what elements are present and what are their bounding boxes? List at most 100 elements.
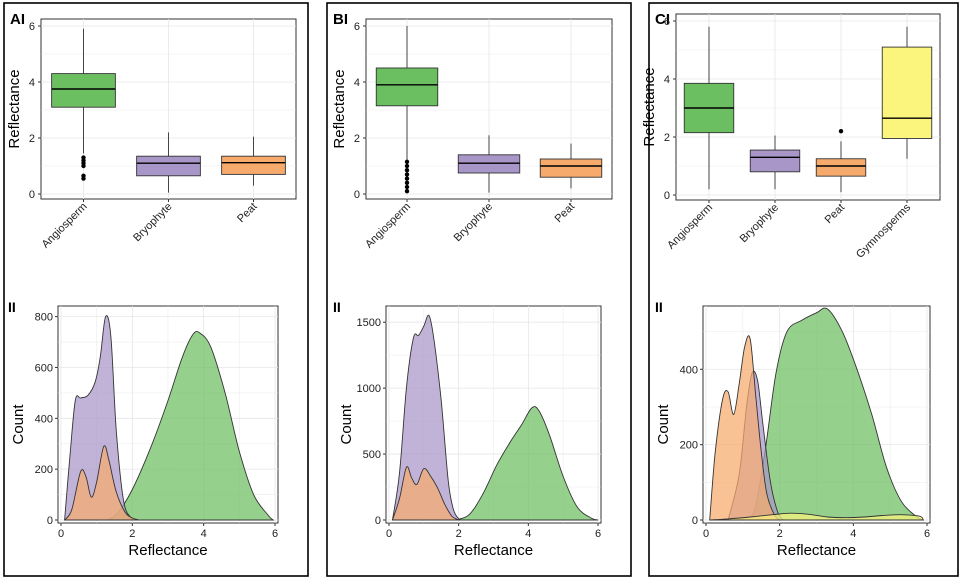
- y-tick-label: 2: [354, 133, 360, 145]
- x-tick-label: Angiosperm: [363, 201, 413, 251]
- outlier-point: [404, 180, 410, 185]
- outlier-point: [404, 172, 410, 177]
- outlier-point: [404, 176, 410, 181]
- panel-frame: [3, 2, 309, 577]
- y-tick-label: 400: [35, 413, 53, 425]
- panel-ci: CI II 0 2 4 6 Angiosperm Bryophyte Peat Gymnosper…: [641, 2, 959, 577]
- y-axis-title: Reflectance: [331, 69, 348, 148]
- x-tick-label: Bryophyte: [738, 202, 782, 246]
- x-tick-label: Bryophyte: [452, 201, 496, 245]
- box-body: [51, 73, 116, 108]
- x-axis-title: Reflectance: [128, 542, 207, 559]
- y-tick-label: 800: [35, 312, 53, 324]
- y-tick-label: 0: [692, 515, 698, 527]
- y-tick-label: 200: [680, 440, 698, 452]
- density-area-peat: [391, 466, 461, 521]
- x-tick-label: 6: [595, 528, 601, 540]
- outlier-point: [404, 189, 410, 194]
- box-body: [457, 154, 521, 174]
- y-tick-label: 200: [35, 464, 53, 476]
- density-plot: 0 2 4 6 0 500 1000 1500 Reflectance Count: [338, 305, 602, 559]
- density-area-angiosperm: [741, 307, 924, 521]
- y-axis-title: Count: [10, 404, 27, 445]
- x-tick-label: 0: [703, 528, 709, 540]
- x-tick-label: 6: [272, 528, 278, 540]
- density-area-bryophyte: [64, 315, 137, 521]
- density-area-gymnosperms: [709, 512, 925, 521]
- density-plot: 0 2 4 6 0 200 400 600 800 Reflectance Count: [10, 305, 279, 559]
- y-tick-label: 4: [29, 77, 35, 89]
- box-body: [815, 158, 867, 177]
- y-tick-label: 0: [664, 190, 670, 202]
- y-tick-label: 0: [354, 189, 360, 201]
- y-tick-label: 1000: [357, 383, 381, 395]
- x-tick-label: Angiosperm: [40, 201, 90, 251]
- box-bryophyte: [749, 135, 801, 190]
- box-plot: 0 2 4 6 Angiosperm Bryophyte Peat Reflectance: [331, 18, 613, 251]
- density-area-peat: [63, 445, 140, 521]
- y-tick-label: 4: [664, 74, 670, 86]
- x-tick-label: 0: [58, 528, 64, 540]
- box-body: [749, 149, 801, 173]
- box-body: [881, 46, 933, 139]
- box-peat: [539, 143, 603, 189]
- panel-ai: AI II 0 2 4 6 Angiosperm Bryophyte Peat Reflectan…: [3, 2, 309, 577]
- x-tick-label: Bryophyte: [131, 201, 175, 245]
- box-peat: [815, 129, 867, 193]
- density-area-peat: [709, 335, 781, 521]
- x-tick-label: Peat: [235, 201, 259, 225]
- panel-frame: [326, 2, 632, 577]
- y-tick-label: 2: [29, 133, 35, 145]
- x-tick-label: 4: [850, 528, 856, 540]
- panel-label: CI: [655, 11, 670, 28]
- x-tick-label: Peat: [823, 202, 847, 226]
- x-tick-label: 4: [201, 528, 207, 540]
- panel-label: BI: [333, 11, 348, 28]
- box-body: [539, 158, 603, 178]
- x-axis-title: Reflectance: [454, 542, 533, 559]
- box-bryophyte: [136, 132, 201, 193]
- y-tick-label: 6: [664, 16, 670, 28]
- y-tick-label: 4: [354, 77, 360, 89]
- y-tick-label: 1500: [357, 317, 381, 329]
- x-axis-title: Reflectance: [777, 542, 856, 559]
- y-tick-label: 0: [47, 515, 53, 527]
- y-axis-title: Reflectance: [641, 67, 658, 146]
- outlier-point: [404, 184, 410, 190]
- box-body: [136, 155, 201, 177]
- sub-panel-label: II: [333, 299, 341, 315]
- sub-panel-label: II: [8, 299, 16, 315]
- box-body: [221, 155, 286, 175]
- box-angiosperm: [375, 26, 439, 194]
- box-angiosperm: [683, 26, 735, 190]
- y-tick-label: 2: [664, 132, 670, 144]
- density-area-bryophyte: [391, 314, 463, 521]
- y-axis-title: Count: [338, 404, 355, 445]
- x-tick-label: Angiosperm: [665, 202, 715, 252]
- y-tick-label: 6: [354, 21, 360, 33]
- box-plot: 0 2 4 6 Angiosperm Bryophyte Peat Gymnosperms Re…: [641, 13, 941, 261]
- outlier-point: [81, 155, 86, 160]
- panel-frame: [648, 2, 959, 577]
- y-axis-title: Reflectance: [6, 69, 23, 148]
- density-area-angiosperm: [106, 331, 275, 521]
- box-plot: 0 2 4 6 Angiosperm Bryophyte Peat Reflectance: [6, 18, 297, 251]
- outlier-point: [404, 159, 410, 164]
- panel-bi: BI II 0 2 4 6 Angiosperm Bryophyte Peat Reflectan…: [326, 2, 632, 577]
- x-tick-label: Peat: [553, 201, 577, 225]
- x-tick-label: 2: [777, 528, 783, 540]
- box-bryophyte: [457, 135, 521, 193]
- box-body: [375, 67, 439, 107]
- sub-panel-label: II: [655, 299, 663, 315]
- density-area-angiosperm: [455, 406, 599, 521]
- y-tick-label: 400: [680, 364, 698, 376]
- box-angiosperm: [51, 28, 116, 181]
- x-tick-label: 6: [924, 528, 930, 540]
- x-tick-label: 2: [129, 528, 135, 540]
- outlier-point: [81, 173, 86, 178]
- outlier-point: [838, 129, 844, 134]
- y-axis-title: Count: [655, 404, 672, 445]
- y-tick-label: 500: [363, 449, 381, 461]
- x-tick-label: 0: [386, 528, 392, 540]
